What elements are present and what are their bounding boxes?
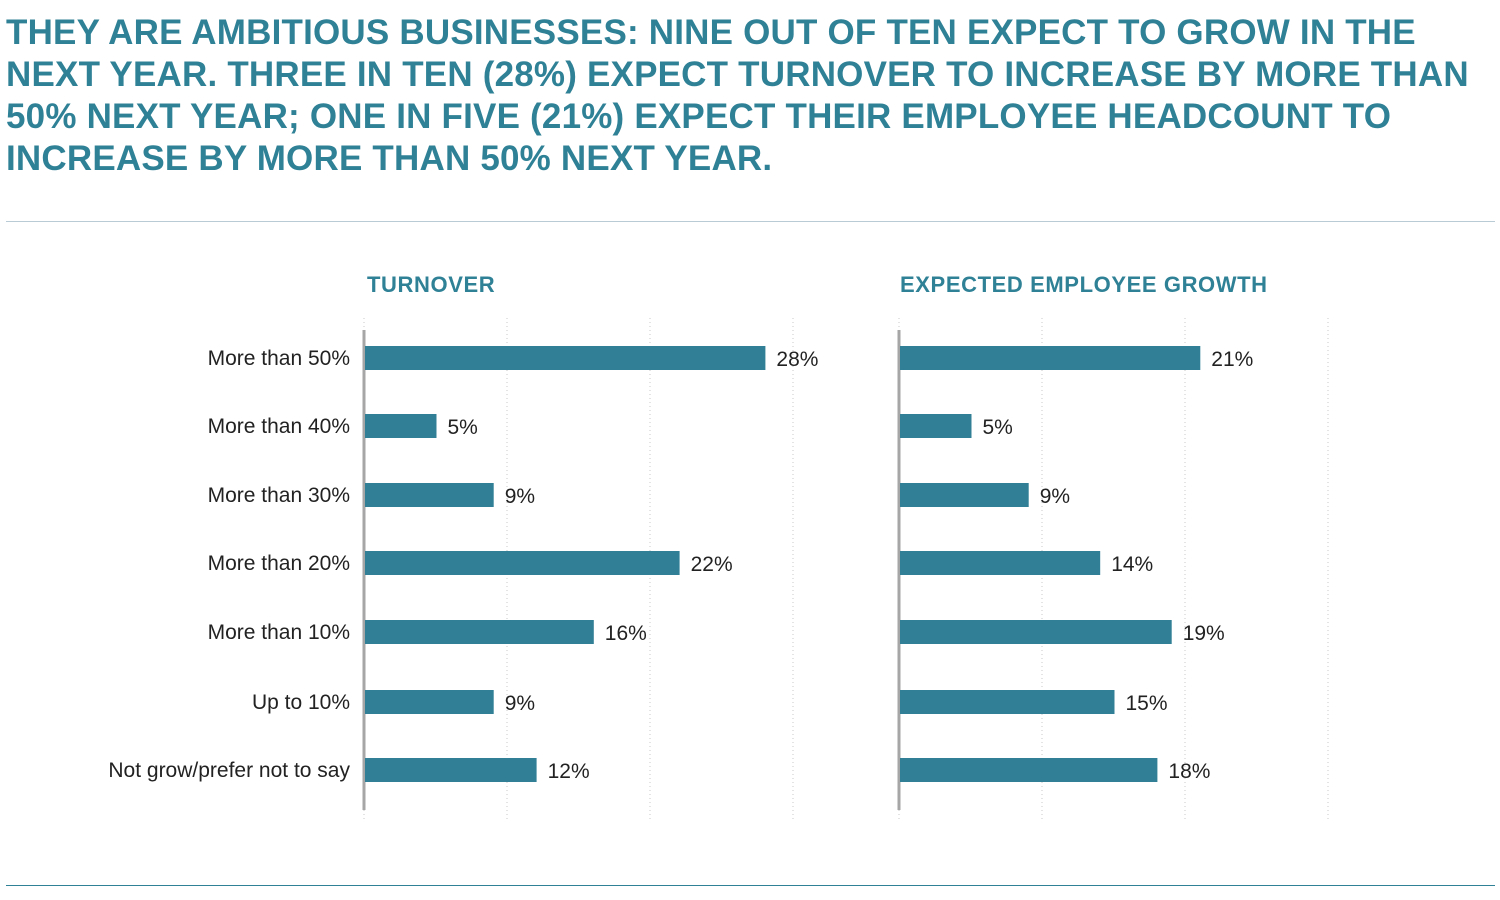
chart-title: TURNOVER bbox=[367, 272, 495, 297]
bar bbox=[900, 414, 972, 438]
data-label: 15% bbox=[1126, 692, 1168, 715]
bar bbox=[900, 690, 1115, 714]
data-label: 22% bbox=[691, 553, 733, 576]
category-label: More than 30% bbox=[208, 484, 350, 507]
data-label: 16% bbox=[605, 622, 647, 645]
category-label: More than 50% bbox=[208, 347, 350, 370]
data-label: 18% bbox=[1168, 760, 1210, 783]
bar bbox=[365, 758, 537, 782]
bar bbox=[900, 620, 1172, 644]
data-label: 9% bbox=[505, 485, 535, 508]
category-label: More than 10% bbox=[208, 621, 350, 644]
bar bbox=[900, 483, 1029, 507]
data-label: 19% bbox=[1183, 622, 1225, 645]
bar bbox=[365, 414, 437, 438]
bottom-divider bbox=[6, 885, 1495, 886]
bar bbox=[365, 346, 766, 370]
bar bbox=[900, 346, 1201, 370]
headline: THEY ARE AMBITIOUS BUSINESSES: NINE OUT … bbox=[6, 13, 1469, 178]
data-label: 9% bbox=[1040, 485, 1070, 508]
bar bbox=[365, 620, 594, 644]
data-label: 21% bbox=[1211, 348, 1253, 371]
data-label: 12% bbox=[548, 760, 590, 783]
data-label: 28% bbox=[776, 348, 818, 371]
category-label: Up to 10% bbox=[252, 691, 350, 714]
category-label: More than 20% bbox=[208, 552, 350, 575]
data-label: 14% bbox=[1111, 553, 1153, 576]
data-label: 9% bbox=[505, 692, 535, 715]
bar bbox=[365, 690, 494, 714]
category-label: Not grow/prefer not to say bbox=[108, 759, 350, 782]
category-label: More than 40% bbox=[208, 415, 350, 438]
chart-title: EXPECTED EMPLOYEE GROWTH bbox=[900, 272, 1268, 297]
data-label: 5% bbox=[448, 416, 478, 439]
bar bbox=[365, 483, 494, 507]
data-label: 5% bbox=[983, 416, 1013, 439]
bar bbox=[365, 551, 680, 575]
top-divider bbox=[6, 221, 1495, 222]
bar bbox=[900, 551, 1101, 575]
chart-panel-employee-growth: EXPECTED EMPLOYEE GROWTH 21% 5% 9% 14% 19% 15%… bbox=[897, 272, 1329, 820]
bar bbox=[900, 758, 1158, 782]
chart-panel-turnover: TURNOVER 28% More than 50% 5% More than 40% 9… bbox=[108, 272, 818, 820]
